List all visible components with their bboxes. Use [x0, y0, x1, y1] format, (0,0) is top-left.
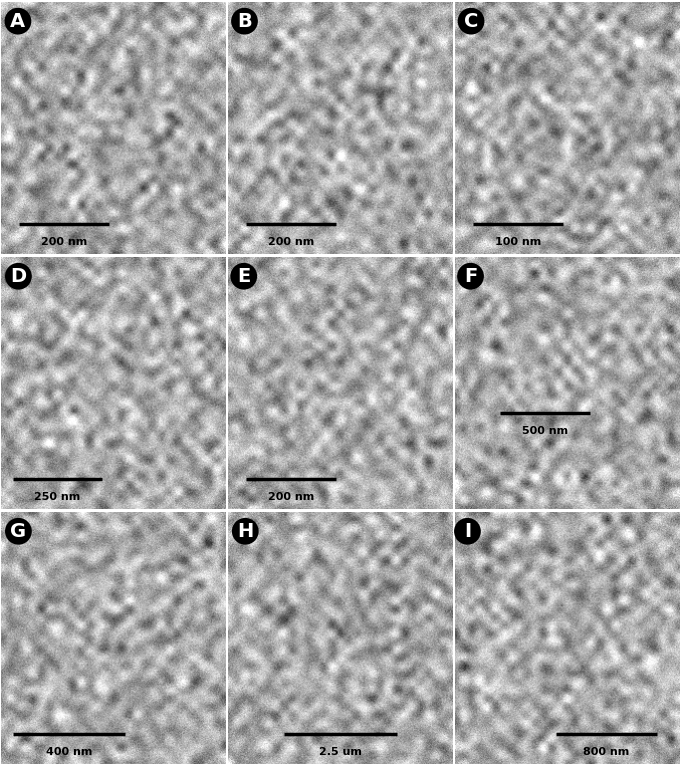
Text: G: G [10, 522, 27, 541]
Text: E: E [237, 267, 251, 285]
Text: 200 nm: 200 nm [268, 491, 314, 502]
Text: 800 nm: 800 nm [584, 746, 630, 757]
Text: 500 nm: 500 nm [522, 426, 568, 436]
Text: 100 nm: 100 nm [494, 236, 541, 246]
Text: 200 nm: 200 nm [268, 236, 314, 246]
Text: H: H [237, 522, 253, 541]
Text: D: D [10, 267, 27, 285]
Text: B: B [237, 12, 252, 30]
Text: I: I [464, 522, 471, 541]
Text: C: C [464, 12, 478, 30]
Text: 200 nm: 200 nm [41, 236, 87, 246]
Text: 400 nm: 400 nm [46, 746, 92, 757]
Text: F: F [464, 267, 477, 285]
Text: A: A [10, 12, 25, 30]
Text: 2.5 um: 2.5 um [319, 746, 362, 757]
Text: 250 nm: 250 nm [35, 491, 80, 502]
